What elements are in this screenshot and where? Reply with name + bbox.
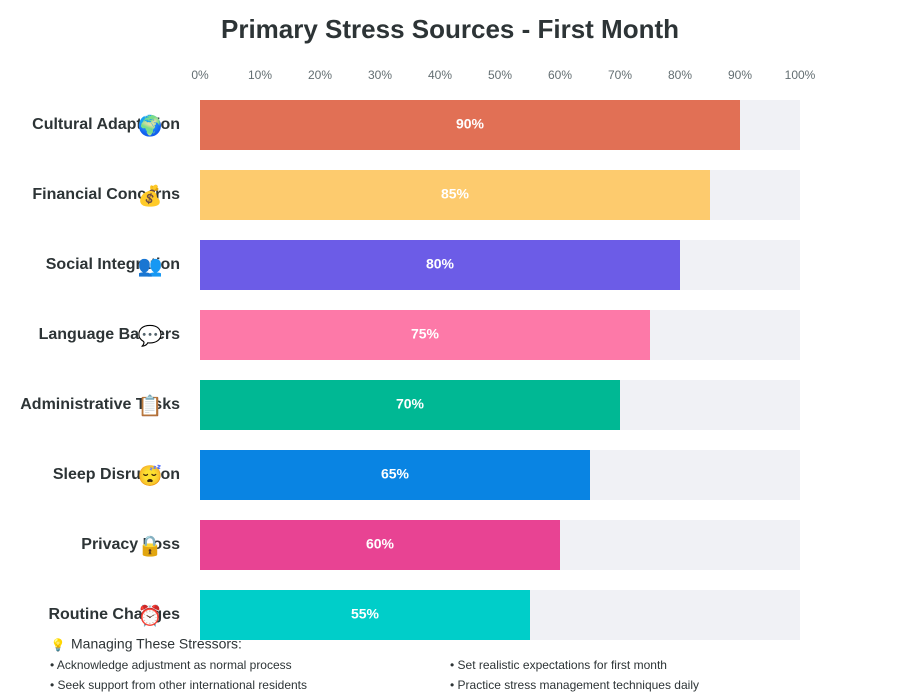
chart-title: Primary Stress Sources - First Month (221, 14, 679, 44)
category-label: Privacy Loss (81, 536, 180, 553)
bar (200, 590, 530, 640)
category-icon: 📋 (138, 393, 163, 417)
x-tick-label: 50% (488, 68, 512, 82)
category-icon: 😴 (138, 463, 163, 487)
value-label: 75% (411, 326, 440, 342)
category-label: Routine Changes (48, 606, 180, 623)
x-tick-label: 70% (608, 68, 632, 82)
value-label: 85% (441, 186, 470, 202)
tips-icon: 💡 (51, 638, 66, 652)
value-label: 60% (366, 536, 395, 552)
tip: • Set realistic expectations for first m… (450, 658, 667, 672)
category-icon: 💰 (138, 183, 163, 207)
value-label: 90% (456, 116, 485, 132)
x-tick-label: 100% (785, 68, 816, 82)
category-icon: ⏰ (138, 603, 163, 627)
bar (200, 240, 680, 290)
category-label: Language Barriers (39, 326, 180, 343)
x-tick-label: 90% (728, 68, 752, 82)
tip: • Acknowledge adjustment as normal proce… (50, 658, 292, 672)
value-label: 70% (396, 396, 425, 412)
category-label: Cultural Adaptation (32, 116, 180, 133)
x-tick-label: 40% (428, 68, 452, 82)
category-icon: 🔒 (138, 535, 163, 557)
x-tick-label: 60% (548, 68, 572, 82)
x-tick-label: 10% (248, 68, 272, 82)
category-label: Financial Concerns (32, 186, 180, 203)
tip: • Practice stress management techniques … (450, 678, 699, 692)
category-icon: 🌍 (138, 113, 163, 137)
category-icon: 💬 (138, 323, 163, 347)
value-label: 80% (426, 256, 455, 272)
value-label: 55% (351, 606, 380, 622)
x-tick-label: 0% (191, 68, 209, 82)
x-tick-label: 20% (308, 68, 332, 82)
x-tick-label: 80% (668, 68, 692, 82)
tips-heading: Managing These Stressors: (71, 636, 242, 652)
bar (200, 170, 710, 220)
tip: • Seek support from other international … (50, 678, 307, 692)
bar (200, 450, 590, 500)
category-label: Administrative Tasks (20, 396, 180, 413)
bar (200, 380, 620, 430)
x-tick-label: 30% (368, 68, 392, 82)
category-label: Social Integration (46, 256, 180, 273)
bar (200, 310, 650, 360)
bar (200, 100, 740, 150)
category-icon: 👥 (138, 255, 163, 277)
bar (200, 520, 560, 570)
category-label: Sleep Disruption (53, 466, 180, 483)
value-label: 65% (381, 466, 410, 482)
